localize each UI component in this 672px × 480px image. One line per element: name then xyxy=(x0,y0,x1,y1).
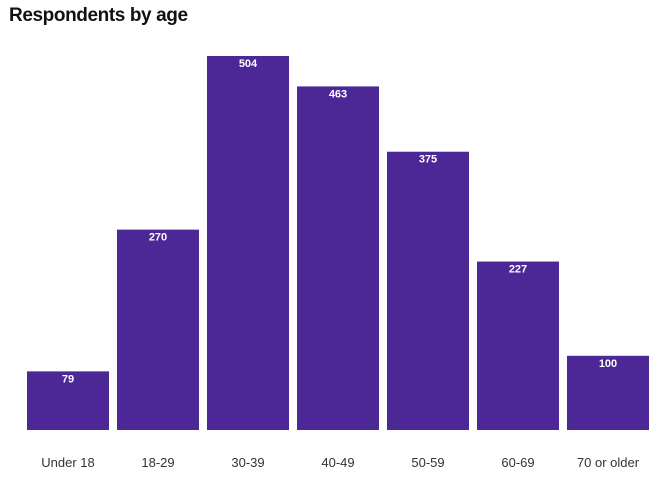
bar-18-29 xyxy=(117,229,199,430)
data-label: 463 xyxy=(329,88,347,100)
data-label: 100 xyxy=(599,358,617,370)
x-tick-label: 40-49 xyxy=(321,455,354,470)
data-label: 270 xyxy=(149,232,167,244)
data-label: 504 xyxy=(239,58,258,70)
bar-50-59 xyxy=(387,151,469,430)
chart-title: Respondents by age xyxy=(9,5,188,26)
bar-40-49 xyxy=(297,86,379,430)
data-label: 79 xyxy=(62,373,74,385)
bar-30-39 xyxy=(207,56,289,430)
x-tick-label: 18-29 xyxy=(141,455,174,470)
bar-under-18 xyxy=(27,371,109,430)
bar-70-or-older xyxy=(567,355,649,430)
x-tick-label: 30-39 xyxy=(231,455,264,470)
bar-60-69 xyxy=(477,261,559,430)
x-tick-label: 60-69 xyxy=(501,455,534,470)
x-tick-label: 50-59 xyxy=(411,455,444,470)
x-tick-label: Under 18 xyxy=(41,455,94,470)
data-label: 227 xyxy=(509,264,527,276)
data-label: 375 xyxy=(419,154,437,166)
x-tick-label: 70 or older xyxy=(577,455,640,470)
